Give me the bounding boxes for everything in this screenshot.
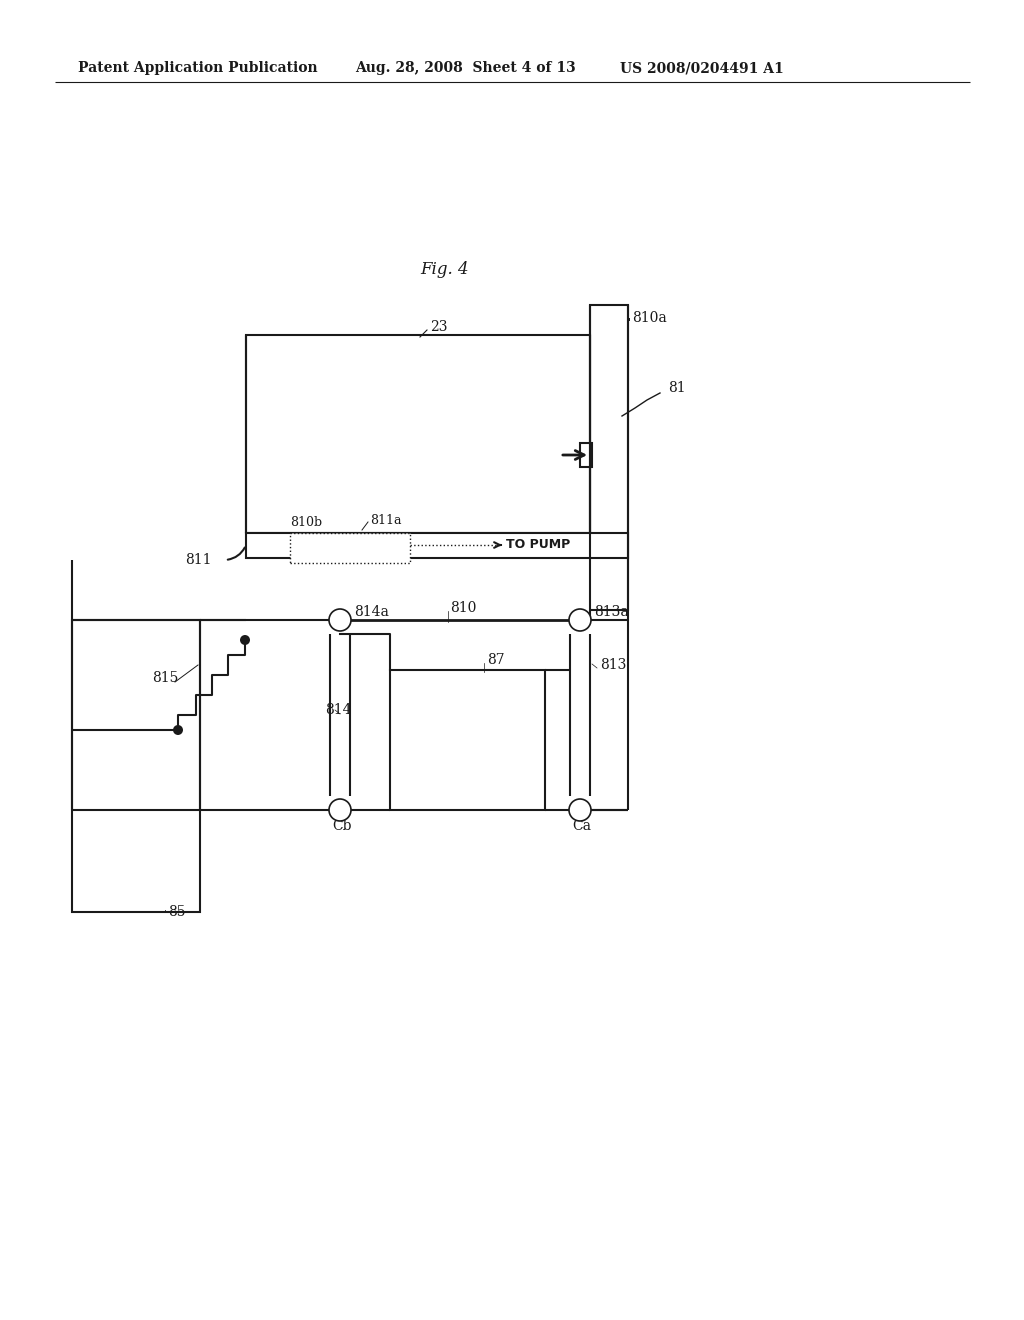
Text: Fig. 4: Fig. 4 <box>420 261 469 279</box>
Text: 810: 810 <box>450 601 476 615</box>
Circle shape <box>329 799 351 821</box>
Bar <box>72 620 200 912</box>
Text: TO PUMP: TO PUMP <box>506 539 570 552</box>
Text: 813: 813 <box>600 657 627 672</box>
Text: 810b: 810b <box>290 516 323 529</box>
Text: Patent Application Publication: Patent Application Publication <box>78 61 317 75</box>
Text: Ca: Ca <box>572 818 591 833</box>
Text: 814: 814 <box>325 704 351 717</box>
Bar <box>590 305 628 610</box>
Text: 811a: 811a <box>370 513 401 527</box>
Circle shape <box>569 609 591 631</box>
Text: 814a: 814a <box>354 605 389 619</box>
Text: 815: 815 <box>152 671 178 685</box>
Text: 81: 81 <box>668 381 686 395</box>
Text: Aug. 28, 2008  Sheet 4 of 13: Aug. 28, 2008 Sheet 4 of 13 <box>355 61 575 75</box>
Circle shape <box>173 725 183 735</box>
Text: US 2008/0204491 A1: US 2008/0204491 A1 <box>620 61 783 75</box>
Circle shape <box>329 609 351 631</box>
Text: 87: 87 <box>487 653 505 667</box>
Circle shape <box>240 635 250 645</box>
Bar <box>290 533 410 564</box>
Text: 810a: 810a <box>632 312 667 325</box>
Text: 85: 85 <box>168 906 185 919</box>
Bar <box>390 671 545 810</box>
Bar <box>580 444 592 467</box>
Text: 813a: 813a <box>594 605 629 619</box>
Text: 23: 23 <box>430 319 447 334</box>
Text: Cb: Cb <box>332 818 351 833</box>
Circle shape <box>569 799 591 821</box>
Bar <box>246 335 590 533</box>
Bar <box>246 533 628 558</box>
Text: 811: 811 <box>185 553 212 568</box>
